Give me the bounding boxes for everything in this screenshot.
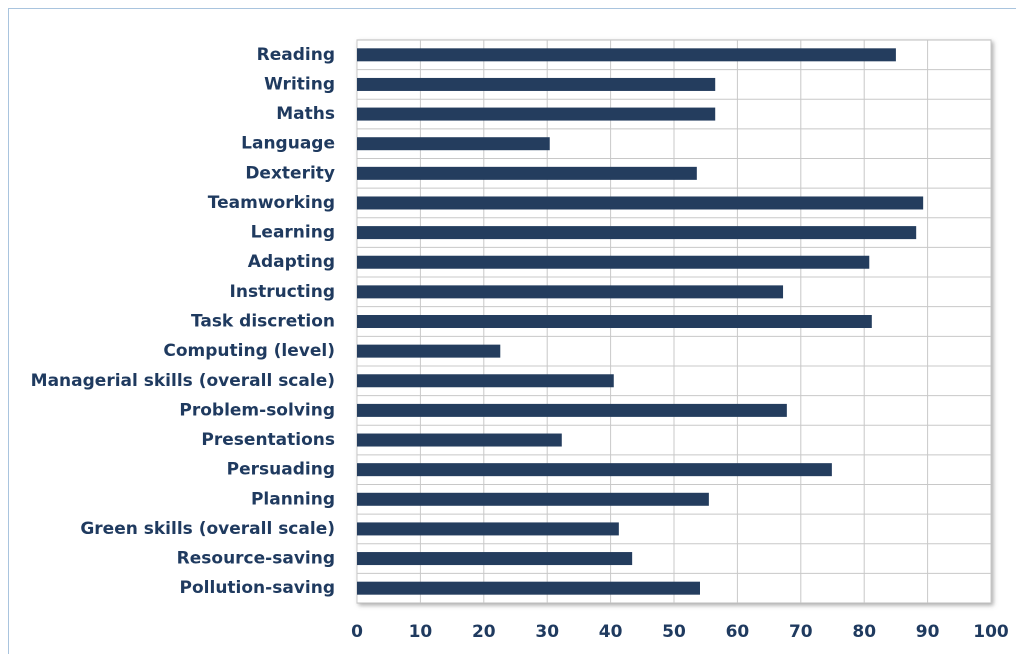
bar [357, 374, 614, 388]
bar [357, 403, 787, 417]
bar [357, 285, 784, 299]
x-tick-label: 0 [351, 622, 363, 642]
x-tick-label: 30 [535, 622, 559, 642]
y-tick-label: Learning [251, 223, 335, 243]
bar [357, 463, 832, 477]
y-tick-label: Writing [264, 74, 335, 94]
bar [357, 48, 896, 62]
y-tick-label: Instructing [230, 282, 335, 302]
y-tick-label: Language [241, 134, 335, 154]
x-tick-label: 40 [599, 622, 623, 642]
y-tick-label: Managerial skills (overall scale) [31, 371, 335, 391]
bar [357, 581, 700, 595]
x-tick-label: 60 [726, 622, 750, 642]
x-tick-label: 90 [916, 622, 940, 642]
y-tick-label: Planning [251, 489, 335, 509]
bar [357, 255, 870, 269]
bar [357, 344, 501, 358]
bar [357, 77, 716, 91]
y-tick-label: Maths [276, 104, 335, 124]
bar [357, 552, 633, 566]
y-tick-label: Presentations [201, 430, 335, 450]
y-tick-label: Teamworking [208, 193, 335, 213]
bar [357, 137, 550, 151]
bar [357, 107, 716, 121]
x-tick-label: 70 [789, 622, 813, 642]
y-tick-label: Dexterity [245, 163, 335, 183]
y-tick-label: Computing (level) [163, 341, 335, 361]
y-tick-label: Reading [257, 45, 335, 65]
y-tick-label: Adapting [248, 252, 335, 272]
x-tick-label: 10 [409, 622, 433, 642]
y-tick-label: Problem-solving [179, 400, 335, 420]
bar [357, 315, 872, 328]
y-tick-label: Pollution-saving [180, 578, 335, 598]
y-tick-label: Green skills (overall scale) [80, 519, 335, 539]
bar [357, 433, 562, 447]
x-tick-label: 80 [852, 622, 876, 642]
x-tick-label: 20 [472, 622, 496, 642]
x-tick-label: 50 [662, 622, 686, 642]
bar [357, 522, 619, 536]
plot: 0 10 20 30 40 50 60 70 80 90 100 Reading Writing Math… [31, 40, 1009, 642]
y-tick-label: Task discretion [191, 312, 335, 332]
bar [357, 226, 917, 240]
y-tick-label: Persuading [227, 460, 335, 480]
x-tick-label: 100 [973, 622, 1009, 642]
y-tick-label: Resource-saving [177, 549, 335, 569]
bar [357, 166, 697, 180]
bar [357, 196, 924, 210]
bar [357, 492, 709, 506]
